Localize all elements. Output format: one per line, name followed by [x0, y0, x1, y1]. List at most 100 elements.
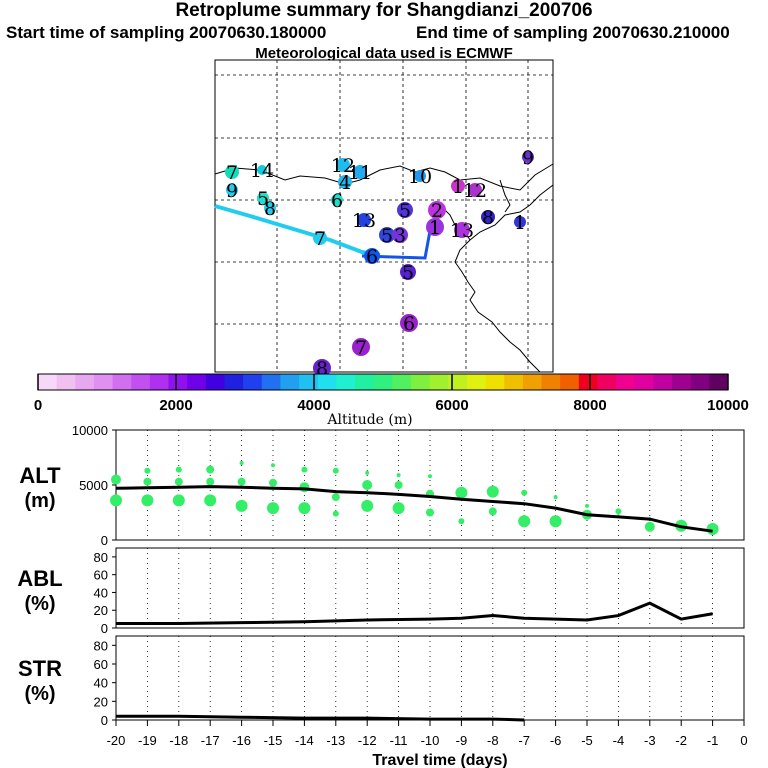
map-marker-label: 9 — [522, 147, 534, 169]
y-tick-label: 0 — [101, 713, 108, 728]
x-axis: -20 -19 -18 -17 -16 -15 -14 -13 -12 -11 -10 -9 -8 -7-… — [107, 720, 748, 768]
coastline — [499, 179, 511, 213]
map-marker-dot — [522, 151, 534, 163]
x-tick-label: -8 — [487, 733, 499, 748]
map-marker-label: 2 — [431, 200, 443, 222]
map-marker-dot — [451, 179, 465, 193]
alt-point — [235, 499, 248, 512]
alt-point — [553, 495, 558, 500]
map-marker-dot — [313, 359, 331, 377]
alt-point — [110, 494, 122, 507]
x-tick-label: -3 — [644, 733, 656, 748]
colorbar-cell — [187, 374, 207, 390]
y-tick-label: 10000 — [72, 423, 108, 438]
alt-point — [239, 461, 244, 465]
colorbar-cell — [336, 374, 356, 390]
map-marker-dot — [313, 231, 327, 245]
y-tick-label: 40 — [94, 585, 108, 600]
map-marker-label: 6 — [331, 190, 343, 212]
map-marker-label: 1 — [452, 176, 464, 198]
alt-panel: 0 5000 10000 ALT(m) — [19, 423, 745, 548]
map-marker-label: 1 — [514, 212, 526, 234]
map-marker-dot — [257, 165, 267, 175]
alt-point — [486, 485, 499, 498]
alt-point — [298, 502, 311, 515]
map-marker-label: 1 — [429, 217, 441, 239]
panel-ylabel-unit: (%) — [24, 683, 55, 705]
map-marker-dot — [481, 210, 495, 224]
alt-point — [237, 477, 246, 486]
colorbar-cell — [168, 374, 188, 390]
alt-point — [521, 489, 528, 496]
x-tick-label: -17 — [201, 733, 220, 748]
x-tick-label: -14 — [295, 733, 314, 748]
colorbar-cell — [280, 374, 300, 390]
y-tick-label: 20 — [94, 694, 108, 709]
alt-point — [267, 502, 279, 515]
str-panel-line — [116, 714, 525, 722]
map-marker-dot — [226, 184, 238, 196]
y-tick-label: 40 — [94, 676, 108, 691]
alt-point — [615, 508, 622, 515]
alt-point — [585, 503, 589, 508]
alt-point — [206, 477, 215, 486]
alt-point — [518, 515, 531, 528]
y-tick-label: 0 — [101, 621, 108, 636]
x-tick-label: -5 — [581, 733, 593, 748]
map-marker-label: 6 — [403, 313, 415, 335]
map-marker-label: 11 — [348, 162, 372, 184]
map-marker-label: 5 — [402, 262, 414, 284]
alt-point — [426, 508, 434, 517]
colorbar-cell — [112, 374, 132, 390]
map-marker-dot — [454, 222, 470, 238]
map-marker-dot — [414, 170, 426, 182]
alt-point — [644, 521, 655, 532]
x-tick-label: -16 — [232, 733, 251, 748]
colorbar-cell — [672, 374, 692, 390]
colorbar-cell — [466, 374, 487, 390]
y-tick-label: 5000 — [79, 478, 108, 493]
alt-point — [394, 481, 403, 489]
map-marker-label: 7 — [226, 162, 238, 184]
x-tick-label: -12 — [358, 733, 377, 748]
colorbar-cell — [616, 374, 636, 390]
map-marker-dot — [379, 227, 395, 243]
x-tick-label: -20 — [107, 733, 126, 748]
map-marker-label: 3 — [394, 225, 406, 247]
colorbar-cell — [149, 374, 170, 390]
colorbar-cell — [448, 374, 468, 390]
y-tick-label: 20 — [94, 603, 108, 618]
alt-point — [396, 473, 401, 478]
abl-panel-line — [116, 601, 713, 626]
colorbar-tick-label: 4000 — [297, 397, 330, 414]
alt-point — [299, 482, 310, 493]
colorbar-cell — [205, 374, 225, 390]
mean-altitude-line — [115, 485, 713, 533]
map-marker-label: 4 — [339, 172, 351, 194]
y-tick-label: 60 — [94, 657, 108, 672]
map-marker-label: 5 — [381, 225, 393, 247]
chart-title: Retroplume summary for Shangdianzi_20070… — [175, 0, 593, 21]
map-marker-label: 12 — [463, 180, 487, 202]
colorbar-cell — [373, 374, 393, 390]
colorbar-cell — [392, 374, 412, 390]
start-time-label: Start time of sampling 20070630.180000 — [6, 23, 327, 42]
alt-point — [269, 478, 277, 487]
alt-point — [392, 502, 405, 515]
x-tick-label: -4 — [613, 733, 625, 748]
map-marker-label: 13 — [352, 210, 376, 232]
map-marker-label: 12 — [331, 155, 355, 177]
alt-point — [141, 494, 154, 507]
map-marker-dot — [426, 218, 444, 236]
map-marker-dot — [357, 213, 371, 227]
str-panel: 0 20 40 60 80 STR(%) — [18, 635, 745, 728]
colorbar-cell — [261, 374, 281, 390]
x-tick-label: -9 — [456, 733, 468, 748]
x-tick-label: -15 — [264, 733, 283, 748]
colorbar-cell — [410, 374, 431, 390]
alt-point — [143, 477, 152, 486]
colorbar-ticks: 0 2000 4000 6000 8000 10000 — [34, 374, 749, 414]
map-marker-dot — [400, 314, 418, 332]
